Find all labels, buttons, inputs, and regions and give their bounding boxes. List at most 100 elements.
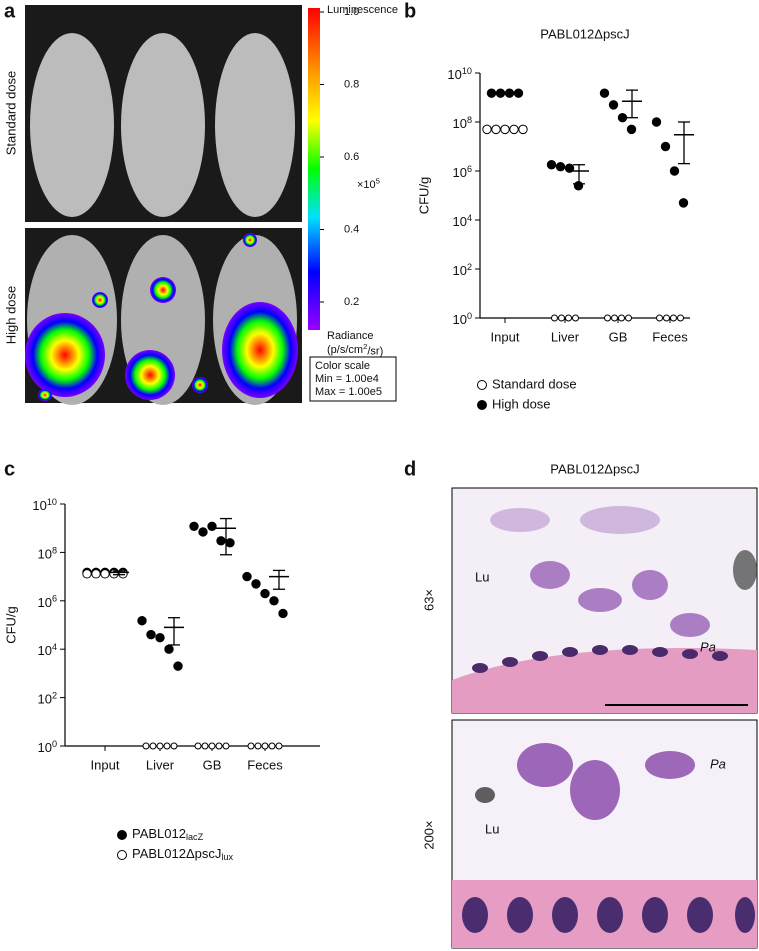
x-tick-label: Feces bbox=[247, 757, 283, 772]
signal bbox=[25, 233, 298, 401]
data-point bbox=[198, 527, 208, 537]
nuclei bbox=[472, 645, 728, 673]
data-point bbox=[651, 117, 662, 127]
panel-label: b bbox=[404, 0, 416, 22]
y-axis-label: CFU/g bbox=[416, 177, 431, 215]
data-point bbox=[500, 124, 510, 135]
data-point bbox=[216, 536, 226, 546]
colorbar-title: Luminescence bbox=[327, 4, 398, 16]
scale-text: Color scale bbox=[315, 360, 370, 372]
row-label: High dose bbox=[3, 286, 18, 345]
y-tick-label: 102 bbox=[452, 262, 472, 278]
y-tick-label: 104 bbox=[452, 213, 472, 229]
data-point bbox=[608, 100, 619, 110]
colorbar-multiplier: ×105 bbox=[357, 177, 380, 191]
legend-label: High dose bbox=[492, 396, 551, 411]
data-point bbox=[225, 538, 235, 548]
data-point bbox=[482, 124, 492, 135]
data-point bbox=[268, 742, 276, 750]
x-tick-label: Liver bbox=[146, 757, 175, 772]
y-tick-label: 106 bbox=[37, 594, 57, 610]
y-tick-label: 108 bbox=[37, 546, 57, 562]
scale-text: Max = 1.00e5 bbox=[315, 386, 382, 398]
nuclei bbox=[462, 897, 755, 933]
data-point bbox=[604, 314, 611, 322]
data-point bbox=[565, 314, 572, 322]
data-point bbox=[261, 742, 269, 750]
x-tick-label: GB bbox=[203, 757, 222, 772]
data-point bbox=[678, 198, 689, 208]
colorbar-tick-label: 0.4 bbox=[344, 223, 359, 235]
data-point bbox=[149, 742, 157, 750]
data-point bbox=[254, 742, 262, 750]
x-tick-label: GB bbox=[609, 329, 628, 344]
data-point bbox=[518, 124, 528, 135]
scale-box bbox=[309, 356, 397, 402]
y-tick-label: 104 bbox=[37, 643, 57, 659]
data-point bbox=[670, 314, 677, 322]
y-tick-label: 102 bbox=[37, 691, 57, 707]
data-point bbox=[189, 521, 199, 531]
data-point bbox=[201, 742, 209, 750]
data-point bbox=[663, 314, 670, 322]
y-tick-label: 108 bbox=[452, 115, 472, 131]
data-point bbox=[82, 569, 92, 579]
data-point bbox=[194, 742, 202, 750]
data-point bbox=[626, 124, 637, 135]
unit: (p/s/cm2/sr) bbox=[327, 342, 383, 357]
magnification: 63× bbox=[421, 589, 436, 611]
data-point bbox=[611, 314, 618, 322]
region-label: Lu bbox=[485, 821, 499, 836]
bacteria bbox=[475, 743, 695, 820]
panel-a: a Standard dose High dose Luminescence ×… bbox=[3, 0, 398, 405]
data-point bbox=[656, 314, 663, 322]
legend-marker bbox=[117, 830, 127, 840]
data-point bbox=[618, 314, 625, 322]
data-point bbox=[155, 632, 165, 643]
data-point bbox=[208, 742, 216, 750]
data-point bbox=[660, 141, 671, 152]
data-point bbox=[504, 88, 515, 98]
legend-marker bbox=[477, 380, 487, 390]
data-point bbox=[247, 742, 255, 750]
data-point bbox=[207, 521, 217, 531]
legend-marker bbox=[477, 400, 487, 410]
data-point bbox=[558, 314, 565, 322]
region-label: Pa bbox=[700, 639, 716, 654]
legend-label: PABL012lacZ bbox=[132, 826, 204, 842]
data-point bbox=[146, 629, 156, 640]
data-point bbox=[137, 616, 147, 626]
data-point bbox=[170, 742, 178, 750]
region-label: Pa bbox=[710, 756, 726, 771]
data-point bbox=[599, 88, 610, 98]
y-tick-label: 1010 bbox=[447, 66, 472, 82]
data-point bbox=[617, 112, 628, 123]
data-point bbox=[677, 314, 684, 322]
data-point bbox=[625, 314, 632, 322]
data-point bbox=[546, 160, 557, 170]
y-tick-label: 100 bbox=[37, 739, 57, 755]
panel-title: PABL012ΔpscJ bbox=[550, 461, 639, 476]
panel-label: c bbox=[4, 458, 15, 480]
data-point bbox=[275, 742, 283, 750]
data-point bbox=[222, 742, 230, 750]
data-point bbox=[163, 742, 171, 750]
data-point bbox=[242, 571, 252, 582]
bacteria bbox=[490, 506, 757, 637]
legend-label: PABL012ΔpscJlux bbox=[132, 846, 233, 862]
data-point bbox=[669, 166, 680, 176]
data-point bbox=[173, 661, 183, 671]
tissue bbox=[452, 648, 757, 713]
legend-marker bbox=[117, 850, 127, 860]
colorbar bbox=[308, 8, 320, 330]
panel-d: d PABL012ΔpscJ 63× 200× Lu Pa Pa Lu bbox=[404, 458, 758, 949]
data-point bbox=[278, 608, 288, 619]
colorbar-tick-label: 1.0 bbox=[344, 6, 359, 18]
panel-label: d bbox=[404, 458, 416, 480]
x-tick-label: Input bbox=[91, 757, 120, 772]
data-point bbox=[164, 644, 174, 654]
data-point bbox=[495, 88, 506, 98]
y-tick-label: 1010 bbox=[32, 497, 57, 513]
data-point bbox=[91, 569, 101, 579]
